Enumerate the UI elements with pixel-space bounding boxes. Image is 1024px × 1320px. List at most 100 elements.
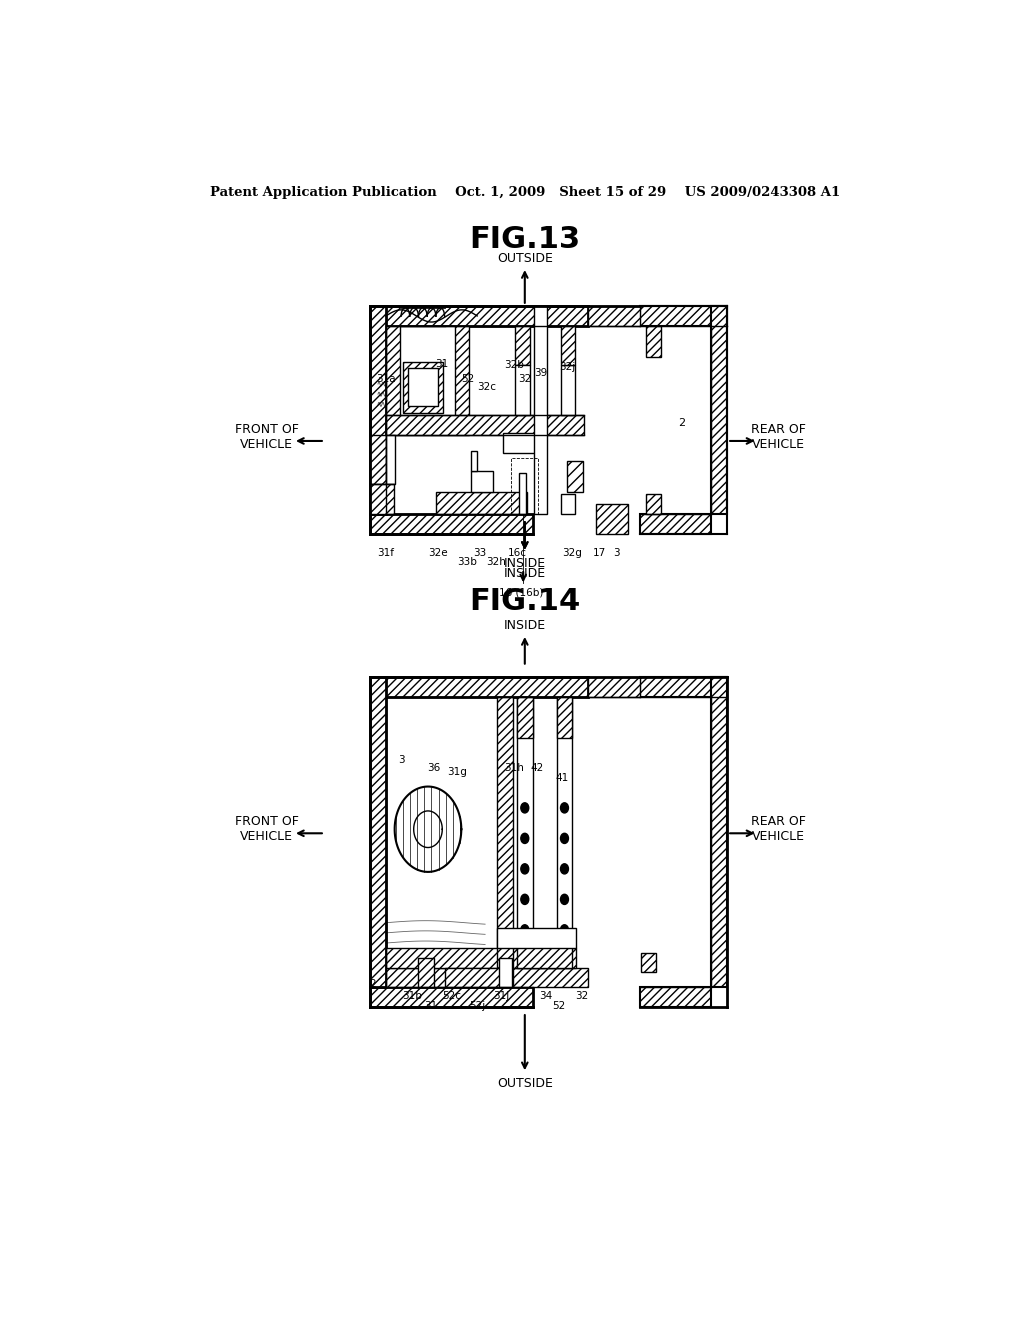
Bar [370,483,394,515]
Bar [370,515,532,535]
Bar [370,987,532,1007]
Bar [419,958,434,987]
Bar [588,677,640,697]
Text: 41: 41 [555,774,568,783]
Bar [560,494,574,515]
Bar [445,969,513,987]
Text: 32: 32 [575,991,589,1001]
Bar [400,326,455,417]
Bar [511,458,539,515]
Bar [640,306,727,326]
Bar [517,697,532,948]
Text: 32b: 32b [505,360,524,370]
Circle shape [560,894,568,904]
Text: 3: 3 [398,755,406,766]
Text: REAR OF
VEHICLE: REAR OF VEHICLE [752,816,806,843]
Bar [515,326,529,364]
Text: 31f: 31f [378,548,394,558]
Text: 52j: 52j [469,1001,485,1011]
Circle shape [560,833,568,843]
Text: OUTSIDE: OUTSIDE [497,1077,553,1090]
Text: 3: 3 [613,548,621,558]
Circle shape [560,925,568,935]
Text: 52: 52 [461,374,474,384]
Text: 42: 42 [530,763,544,774]
Text: 16 (16b): 16 (16b) [500,587,544,598]
Text: FRONT OF
VEHICLE: FRONT OF VEHICLE [234,816,299,843]
Text: INSIDE: INSIDE [504,568,546,579]
Text: INSIDE: INSIDE [504,619,546,632]
Bar [497,697,513,969]
Circle shape [521,894,528,904]
Bar [641,953,655,972]
Text: 31h: 31h [505,763,524,774]
Text: 33b: 33b [457,557,477,566]
Circle shape [560,803,568,813]
Text: OUTSIDE: OUTSIDE [497,252,553,265]
Bar [596,504,628,535]
Bar [370,677,386,987]
Bar [409,368,438,407]
Bar [386,969,588,987]
Bar [560,364,574,414]
Bar [646,494,660,515]
Bar [471,471,494,492]
Text: 17: 17 [593,548,606,558]
Bar [557,697,572,948]
Bar [497,928,577,948]
Text: FIG.13: FIG.13 [469,226,581,255]
Bar [712,677,727,987]
Text: 32g: 32g [562,548,583,558]
Bar [640,677,727,697]
Text: Patent Application Publication    Oct. 1, 2009   Sheet 15 of 29    US 2009/02433: Patent Application Publication Oct. 1, 2… [210,186,840,199]
Text: 32: 32 [518,374,531,384]
Circle shape [521,803,528,813]
Text: 32c: 32c [477,381,497,392]
Bar [646,326,660,356]
Text: 52: 52 [552,1001,565,1011]
Circle shape [560,863,568,874]
Bar [515,364,529,414]
Text: 2: 2 [678,417,685,428]
Text: FRONT OF
VEHICLE: FRONT OF VEHICLE [234,422,299,451]
Bar [640,515,712,535]
Bar [370,677,588,697]
Bar [712,306,727,515]
Bar [567,461,583,492]
Bar [370,434,386,483]
Circle shape [521,833,528,843]
Text: 2: 2 [369,978,376,989]
Bar [560,326,574,364]
Bar [640,987,712,1007]
Circle shape [521,925,528,935]
Text: 52c: 52c [442,991,461,1001]
Bar [588,306,640,326]
Bar [519,474,526,515]
Text: 31: 31 [425,1001,438,1011]
Text: INSIDE: INSIDE [504,557,546,570]
Bar [386,414,585,434]
Text: 39: 39 [535,368,547,378]
Text: 32j: 32j [559,362,575,372]
Text: 33: 33 [473,548,486,558]
Bar [500,958,512,987]
Text: FIG.14: FIG.14 [469,587,581,616]
Text: 31j: 31j [493,991,509,1001]
Text: 32h: 32h [486,557,506,566]
Bar [503,433,543,453]
Bar [386,948,577,969]
Bar [370,306,386,515]
Text: 32e: 32e [428,548,447,558]
Text: 34: 34 [540,991,553,1001]
Bar [386,326,469,434]
Text: 31g: 31g [447,767,467,777]
Bar [436,492,527,515]
Circle shape [521,863,528,874]
Text: 36: 36 [427,763,440,774]
Bar [386,434,395,483]
Text: 31a: 31a [376,374,395,384]
Bar [517,697,532,738]
Text: 31: 31 [435,359,449,370]
Text: REAR OF
VEHICLE: REAR OF VEHICLE [752,422,806,451]
Bar [370,306,588,326]
